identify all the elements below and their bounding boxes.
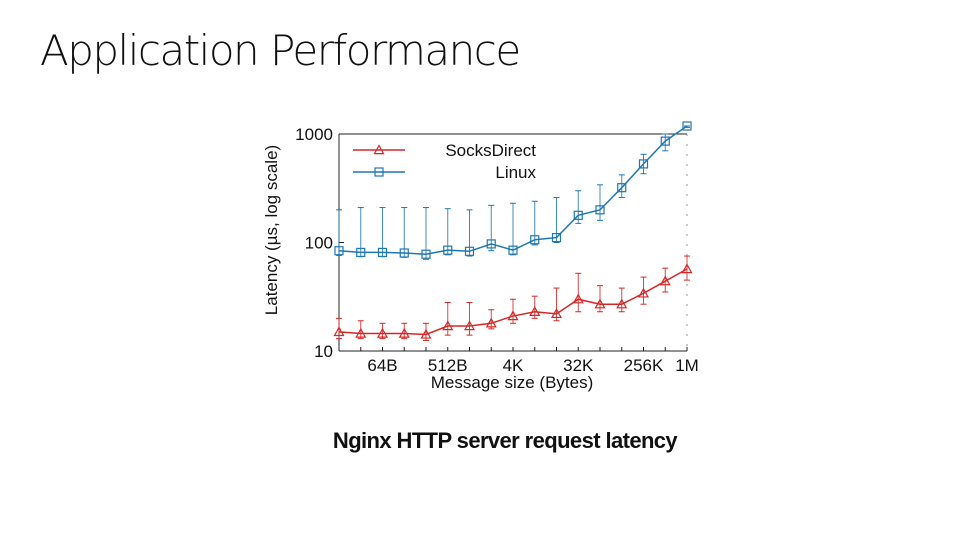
- data-point-marker: [356, 247, 366, 258]
- data-point-marker: [508, 245, 518, 255]
- legend-label: SocksDirect: [445, 141, 536, 160]
- legend-marker: [374, 167, 384, 177]
- x-tick-label: 32K: [563, 356, 594, 375]
- data-point-marker: [529, 306, 541, 316]
- data-point-marker: [398, 327, 410, 338]
- data-point-marker: [355, 327, 367, 338]
- x-tick-label: 512B: [428, 356, 468, 375]
- series-line: [338, 125, 688, 255]
- y-axis-label: Latency (µs, log scale): [262, 145, 281, 315]
- y-tick-label: 10: [314, 342, 333, 361]
- data-point-marker: [616, 298, 628, 309]
- data-point-marker: [594, 298, 606, 309]
- data-point-marker: [333, 326, 345, 337]
- data-point-marker: [659, 275, 671, 286]
- data-point-marker: [442, 320, 454, 331]
- data-point-marker: [443, 245, 453, 255]
- x-axis-label: Message size (Bytes): [431, 373, 594, 392]
- data-point-marker: [399, 248, 409, 258]
- data-point-marker: [463, 320, 476, 331]
- x-tick-label: 256K: [624, 356, 664, 375]
- x-axis-ticks: 64B 512B 4K 32K 256K 1M: [338, 347, 699, 375]
- series-layer: [333, 121, 693, 341]
- series-linux: [334, 121, 692, 260]
- data-point-marker: [334, 246, 344, 256]
- data-point-marker: [464, 246, 475, 256]
- x-tick-label: 4K: [503, 356, 524, 375]
- data-point-marker: [420, 328, 432, 339]
- data-point-marker: [486, 239, 496, 249]
- y-axis-ticks: 10 100 1000: [295, 125, 344, 361]
- y-tick-label: 100: [305, 234, 333, 253]
- legend: SocksDirect Linux: [353, 141, 537, 182]
- x-tick-label: 64B: [367, 356, 397, 375]
- data-point-marker: [376, 327, 389, 338]
- chart: 10 100 1000 64B 512B 4K 32K 256K 1M SocksDirect…: [255, 118, 705, 393]
- data-point-marker: [595, 205, 605, 215]
- data-point-marker: [617, 183, 627, 193]
- chart-caption: Nginx HTTP server request latency: [332, 428, 678, 453]
- data-point-marker: [485, 317, 497, 328]
- data-point-marker: [421, 249, 431, 259]
- series-line: [338, 268, 688, 336]
- legend-label: Linux: [495, 163, 536, 182]
- slide-title: Application Performance: [40, 26, 521, 75]
- y-tick-label: 1000: [295, 125, 333, 144]
- data-point-marker: [572, 293, 584, 304]
- data-point-marker: [573, 210, 583, 220]
- x-tick-label: 1M: [675, 356, 699, 375]
- latency-chart-svg: 10 100 1000 64B 512B 4K 32K 256K 1M SocksDirect…: [262, 121, 699, 392]
- data-point-marker: [681, 263, 693, 274]
- series-socksdirect: [333, 255, 693, 341]
- legend-marker: [373, 144, 385, 155]
- data-point-marker: [530, 235, 540, 245]
- data-point-marker: [638, 159, 649, 169]
- data-point-marker: [682, 121, 692, 131]
- data-point-marker: [507, 310, 519, 321]
- data-point-marker: [377, 247, 388, 258]
- data-point-marker: [660, 136, 670, 146]
- data-point-marker: [550, 308, 563, 319]
- data-point-marker: [551, 232, 562, 243]
- data-point-marker: [637, 287, 650, 298]
